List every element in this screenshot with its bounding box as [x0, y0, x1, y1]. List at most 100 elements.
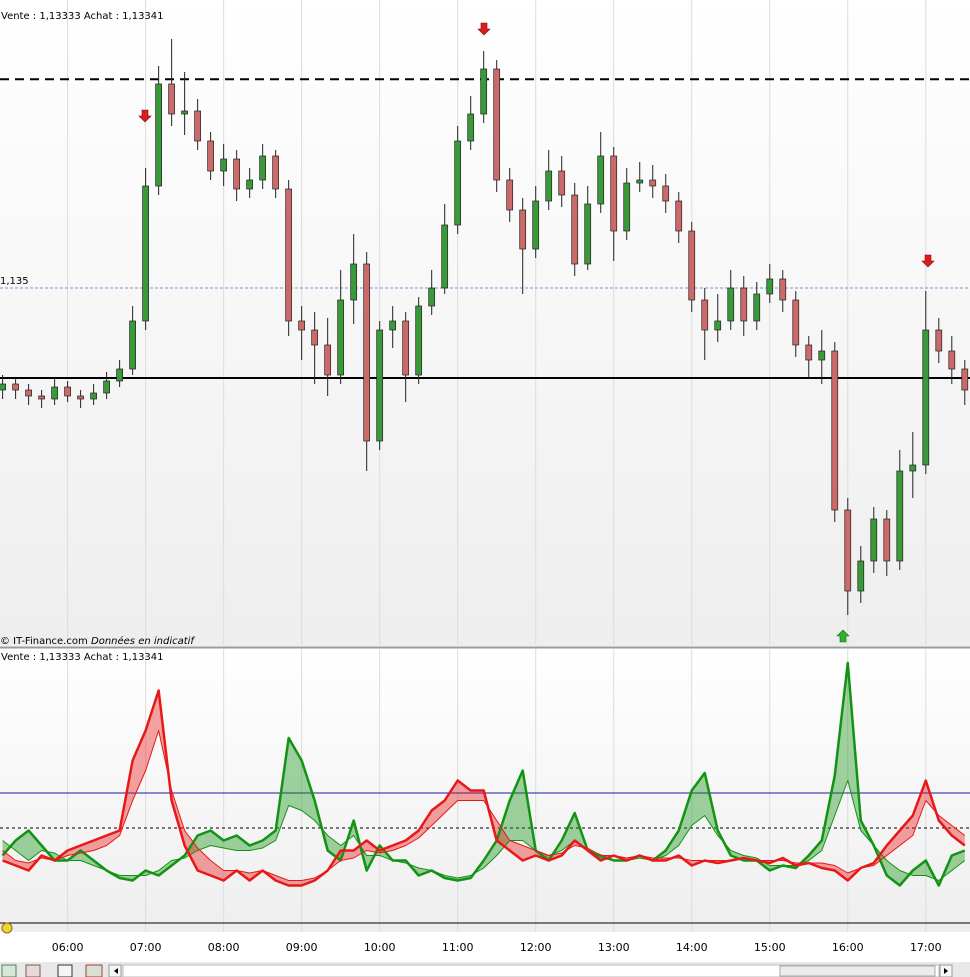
candle-body: [701, 299, 709, 331]
candle-body: [337, 299, 345, 376]
candle-body: [324, 344, 332, 376]
candle-body: [415, 305, 423, 376]
signal-arrows: [138, 22, 935, 643]
alert-icon[interactable]: [1, 922, 13, 934]
x-tick-label: 06:00: [52, 941, 84, 954]
x-tick-label: 17:00: [910, 941, 942, 954]
candle-body: [714, 320, 722, 331]
candle-body: [402, 320, 410, 376]
candle-body: [948, 350, 956, 370]
candle-body: [77, 395, 84, 400]
candle-body: [233, 158, 240, 190]
candle-body: [129, 320, 136, 370]
plot: [0, 39, 969, 887]
candle-body: [467, 113, 475, 142]
candle-body: [64, 386, 71, 397]
candle-body: [740, 287, 748, 322]
candle-body: [298, 320, 306, 331]
candle-body: [480, 68, 488, 115]
candle-body: [142, 185, 149, 322]
indicator-line: [1, 661, 966, 887]
quote-header: Vente : 1,13333 Achat : 1,13341: [1, 652, 164, 663]
candle-body: [519, 209, 527, 250]
candle-body: [90, 392, 97, 400]
candle-body: [636, 179, 644, 184]
x-tick-label: 08:00: [208, 941, 240, 954]
candle-body: [441, 224, 449, 289]
x-tick-label: 10:00: [364, 941, 396, 954]
x-tick-label: 12:00: [520, 941, 552, 954]
candle-body: [870, 518, 878, 562]
candle-body: [272, 155, 280, 190]
x-tick-label: 16:00: [832, 941, 864, 954]
x-tick-label: 13:00: [598, 941, 630, 954]
sell-arrow: [477, 22, 491, 36]
candle-body: [350, 263, 358, 301]
candle-body: [610, 155, 618, 232]
candle-body: [168, 83, 175, 115]
candle-body: [103, 380, 110, 394]
time-axis: [0, 932, 970, 962]
indicator-line: [2, 730, 966, 881]
candle-body: [857, 560, 865, 592]
candle-body: [246, 179, 254, 190]
candle-body: [688, 230, 696, 301]
candle-body: [623, 182, 631, 232]
candle-body: [779, 278, 787, 301]
candle-body: [805, 344, 813, 361]
candle-body: [493, 68, 501, 181]
sell-arrow: [921, 254, 935, 268]
candle-body: [584, 203, 592, 265]
candle-body: [753, 293, 761, 322]
x-tick-label: 11:00: [442, 941, 474, 954]
candle-body: [38, 395, 45, 400]
x-tick-label: 14:00: [676, 941, 708, 954]
candle-body: [961, 368, 969, 391]
candle-body: [506, 179, 514, 211]
candle-body: [51, 386, 58, 400]
candle-body: [194, 110, 201, 142]
disclaimer: Données en indicatif: [91, 635, 195, 647]
tool-icon[interactable]: [57, 964, 73, 977]
tool-icon[interactable]: [25, 964, 41, 977]
y-tick-label: 1,135: [0, 276, 29, 287]
candle-body: [662, 185, 670, 202]
candle-body: [376, 329, 384, 442]
candle-body: [831, 350, 839, 511]
candle-body: [116, 368, 123, 382]
candle-body: [363, 263, 371, 442]
candle-body: [896, 470, 904, 562]
candle-body: [25, 389, 32, 397]
quote-header: Vente : 1,13333 Achat : 1,13341: [1, 11, 164, 22]
candle-body: [389, 320, 397, 331]
arrow-glyph: [944, 968, 948, 974]
tool-icon[interactable]: [85, 964, 103, 977]
candle-body: [571, 194, 579, 265]
candle-body: [766, 278, 774, 295]
candle-body: [12, 383, 19, 391]
candle-body: [532, 200, 540, 250]
sell-arrow: [138, 109, 152, 123]
tool-icon[interactable]: [1, 964, 17, 977]
candle-body: [207, 140, 214, 172]
candle-body: [649, 179, 657, 187]
x-tick-label: 15:00: [754, 941, 786, 954]
candle-body: [935, 329, 943, 352]
x-tick-label: 09:00: [286, 941, 318, 954]
candle-body: [285, 188, 293, 322]
candle-body: [155, 83, 162, 187]
scroll-thumb[interactable]: [779, 965, 936, 977]
candle-body: [844, 509, 852, 592]
candle-body: [558, 170, 566, 196]
candle-body: [792, 299, 800, 346]
candle-body: [675, 200, 683, 232]
arrow-glyph: [114, 968, 118, 974]
candle-body: [909, 464, 917, 472]
scroll-track[interactable]: [122, 964, 940, 977]
candle-body: [727, 287, 735, 322]
candle-body: [922, 329, 930, 466]
toolbar: [0, 922, 970, 977]
candle-body: [311, 329, 319, 346]
candle-body: [428, 287, 436, 307]
